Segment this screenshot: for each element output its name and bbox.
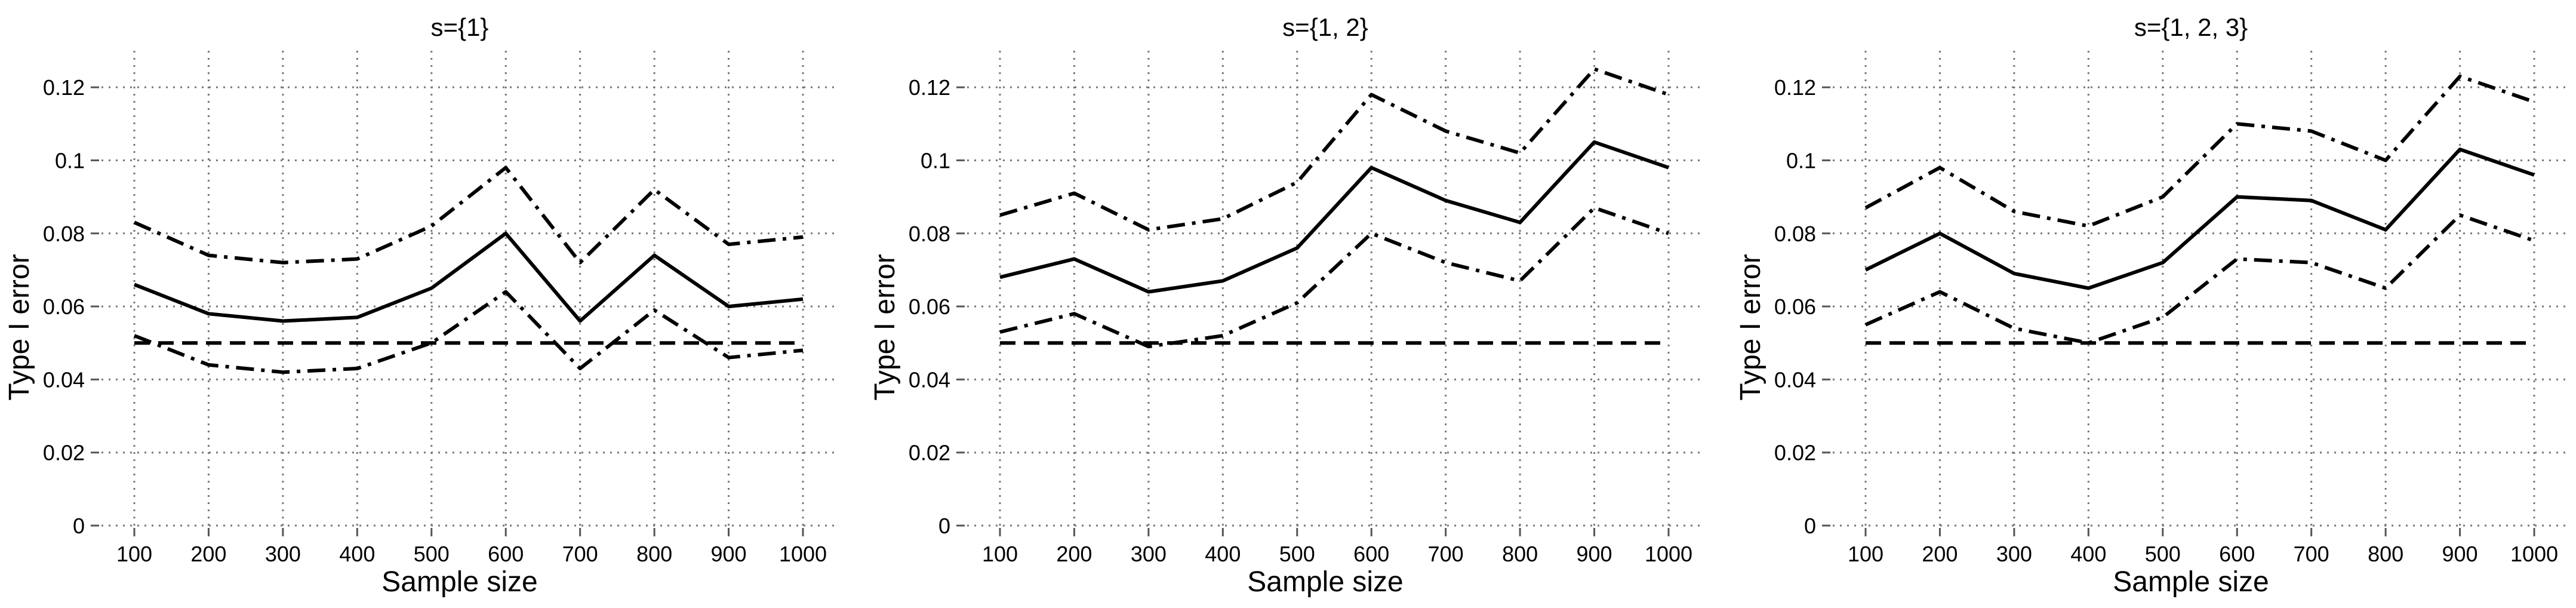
x-tick-label: 400 — [1205, 542, 1241, 566]
y-tick-label: 0.12 — [1774, 75, 1816, 100]
x-axis: 100 200 300 400 500 600 700 800 900 1000 — [982, 528, 1692, 566]
x-tick-label: 200 — [190, 542, 226, 566]
y-axis-label: Type I error — [1735, 254, 1766, 400]
series-line-solid — [1864, 148, 2535, 290]
x-tick-label: 400 — [2070, 542, 2106, 566]
x-tick-label: 200 — [1922, 542, 1958, 566]
y-axis: 0 0.02 0.04 0.06 0.08 0.1 0.12 — [909, 75, 965, 538]
x-tick-label: 400 — [339, 542, 375, 566]
y-tick-label: 0.12 — [43, 75, 85, 100]
y-tick-label: 0.1 — [55, 148, 85, 173]
y-tick-label: 0 — [1804, 514, 1816, 538]
x-tick-label: 800 — [636, 542, 672, 566]
x-tick-label: 300 — [265, 542, 301, 566]
chart-title: s={1} — [431, 13, 489, 41]
y-tick-label: 0.04 — [1774, 367, 1816, 392]
y-tick-label: 0.04 — [43, 367, 85, 392]
x-tick-label: 500 — [2145, 542, 2181, 566]
chart-title: s={1, 2} — [1282, 13, 1368, 41]
y-axis-label: Type I error — [869, 254, 901, 400]
series-line-dashdot — [999, 206, 1669, 349]
y-axis: 0 0.02 0.04 0.06 0.08 0.1 0.12 — [43, 75, 99, 538]
x-tick-label: 100 — [116, 542, 152, 566]
series-line-dashdot — [133, 165, 804, 265]
x-tick-label: 500 — [1279, 542, 1315, 566]
x-tick-label: 600 — [1353, 542, 1389, 566]
x-tick-label: 800 — [2368, 542, 2403, 566]
y-tick-label: 0.1 — [1786, 148, 1816, 173]
series-line-dashdot — [1864, 213, 2535, 345]
x-tick-label: 1000 — [2510, 542, 2558, 566]
x-axis-label: Sample size — [381, 566, 537, 598]
x-axis-label: Sample size — [2113, 566, 2269, 598]
y-tick-label: 0.1 — [921, 148, 950, 173]
x-tick-label: 200 — [1056, 542, 1092, 566]
y-tick-label: 0.06 — [909, 294, 950, 319]
x-tick-label: 900 — [2442, 542, 2478, 566]
series-group — [999, 67, 1669, 349]
y-tick-label: 0.04 — [909, 367, 950, 392]
series-group — [1864, 74, 2535, 345]
y-tick-label: 0 — [73, 514, 85, 538]
y-tick-label: 0.02 — [43, 441, 85, 465]
x-tick-label: 700 — [1428, 542, 1464, 566]
x-tick-label: 900 — [1577, 542, 1612, 566]
x-tick-label: 1000 — [1645, 542, 1692, 566]
y-axis-label: Type I error — [4, 254, 35, 400]
x-tick-label: 100 — [1848, 542, 1883, 566]
y-tick-label: 0.08 — [1774, 222, 1816, 246]
x-tick-label: 800 — [1502, 542, 1538, 566]
x-axis: 100 200 300 400 500 600 700 800 900 1000 — [1848, 528, 2558, 566]
series-line-solid — [133, 231, 804, 323]
series-line-dashdot — [1864, 74, 2535, 228]
series-line-dashdot — [999, 67, 1669, 232]
y-tick-label: 0.08 — [43, 222, 85, 246]
y-axis: 0 0.02 0.04 0.06 0.08 0.1 0.12 — [1774, 75, 1830, 538]
chart-title: s={1, 2, 3} — [2134, 13, 2248, 41]
x-tick-label: 700 — [562, 542, 598, 566]
chart-panel-2: s={1, 2} Sample size Type I error 100 200… — [869, 13, 1701, 598]
chart-panel-1: s={1} Sample size Type I error 100 200 300… — [4, 13, 836, 598]
x-tick-label: 700 — [2294, 542, 2329, 566]
x-axis-label: Sample size — [1247, 566, 1403, 598]
x-tick-label: 600 — [488, 542, 524, 566]
x-tick-label: 300 — [1996, 542, 2032, 566]
x-tick-label: 100 — [982, 542, 1018, 566]
x-tick-label: 500 — [414, 542, 450, 566]
x-axis: 100 200 300 400 500 600 700 800 900 1000 — [116, 528, 827, 566]
x-tick-label: 300 — [1131, 542, 1167, 566]
series-line-dashdot — [133, 290, 804, 374]
y-tick-label: 0.08 — [909, 222, 950, 246]
y-tick-label: 0 — [938, 514, 950, 538]
grid — [967, 51, 1701, 527]
y-tick-label: 0.06 — [1774, 294, 1816, 319]
y-tick-label: 0.02 — [1774, 441, 1816, 465]
y-tick-label: 0.02 — [909, 441, 950, 465]
y-tick-label: 0.06 — [43, 294, 85, 319]
x-tick-label: 1000 — [779, 542, 827, 566]
x-tick-label: 900 — [711, 542, 747, 566]
chart-panel-3: s={1, 2, 3} Sample size Type I error 100… — [1735, 13, 2567, 598]
series-group — [133, 165, 804, 374]
grid — [101, 51, 836, 527]
series-line-solid — [999, 140, 1669, 294]
y-tick-label: 0.12 — [909, 75, 950, 100]
grid — [1833, 51, 2567, 527]
x-tick-label: 600 — [2219, 542, 2255, 566]
